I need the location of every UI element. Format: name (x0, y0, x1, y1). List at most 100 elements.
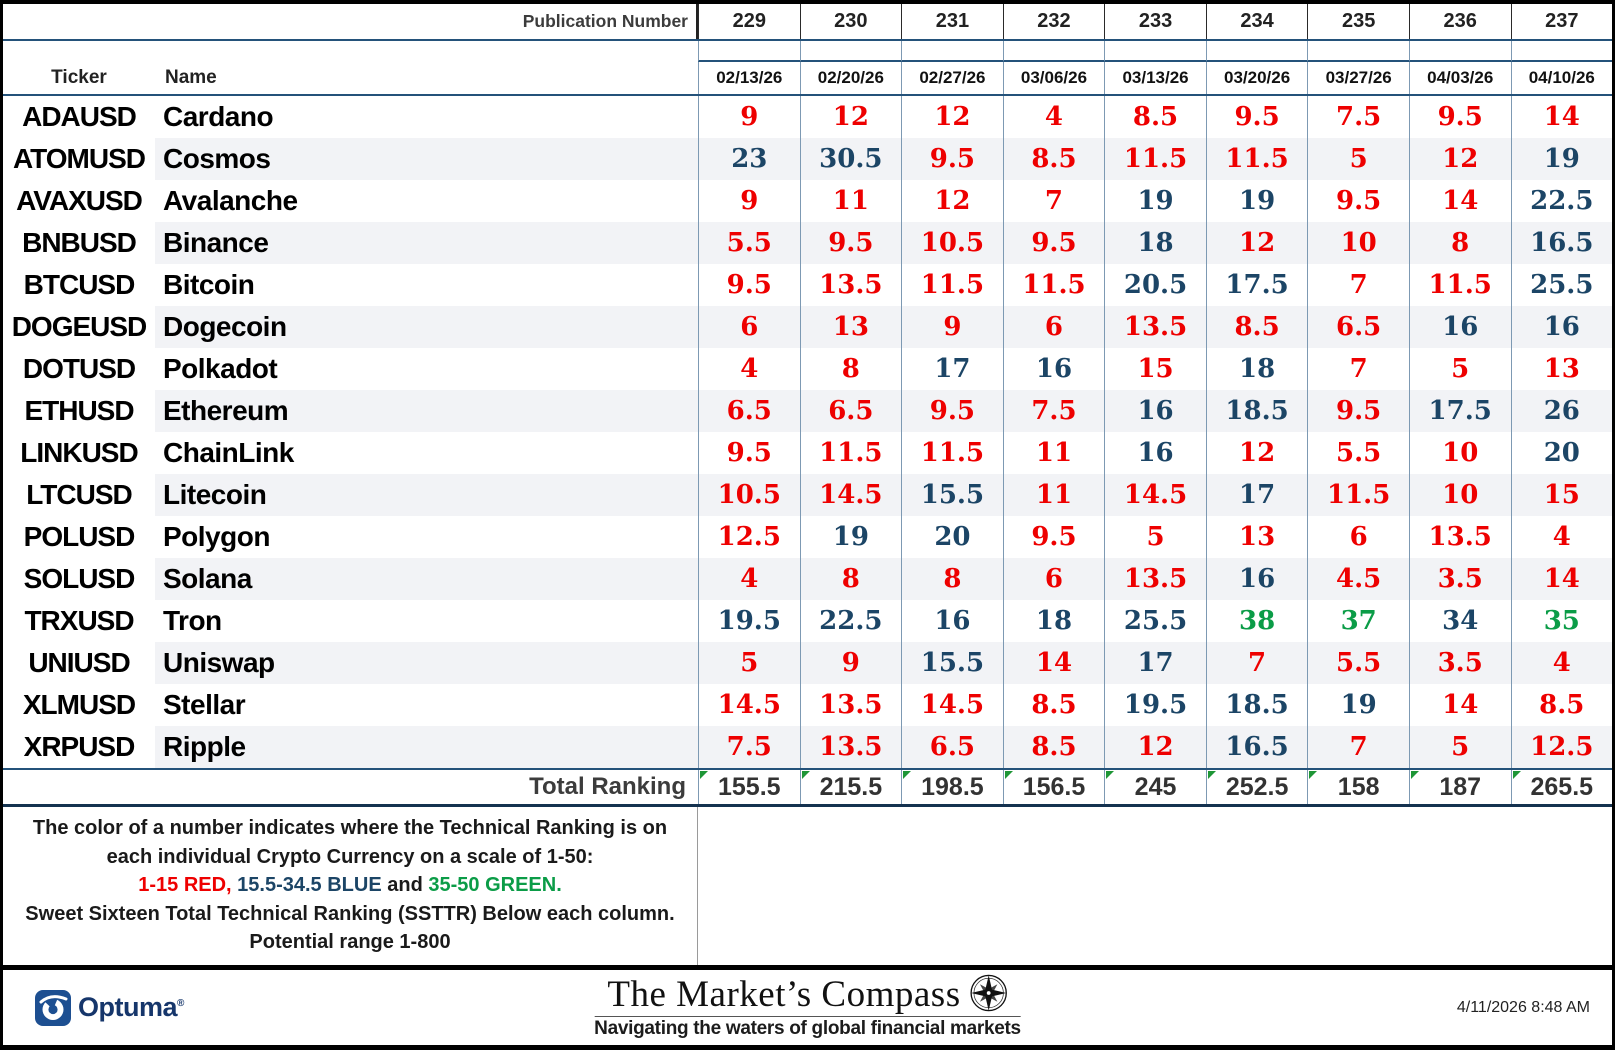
ranking-cell: 13.5 (1104, 558, 1206, 600)
publication-number-cell: 234 (1205, 4, 1308, 39)
ranking-cell: 13.5 (1408, 516, 1511, 558)
market-compass-brand: The Market’s Compass Navigating the wate… (594, 973, 1021, 1040)
ranking-cell: 11 (1002, 432, 1105, 474)
ticker-column-header: Ticker (51, 67, 107, 88)
ranking-cell: 16 (1104, 390, 1206, 432)
publication-number-cell: 235 (1307, 4, 1409, 39)
ranking-cell: 25.5 (1510, 264, 1613, 306)
date-header-row: Ticker Name 02/13/26 02/20/26 02/27/26 03/0… (3, 62, 1612, 96)
date-cell: 04/03/26 (1408, 62, 1511, 94)
legend-box: The color of a number indicates where th… (3, 807, 698, 965)
ranking-cell: 5 (698, 642, 800, 684)
total-ranking-cell: 215.5 (799, 770, 902, 804)
name-cell: Cosmos (155, 138, 698, 180)
ranking-cell: 16 (1205, 558, 1308, 600)
spacer-cell (799, 41, 902, 62)
ranking-cell: 5 (1408, 726, 1511, 768)
legend-line-1: The color of a number indicates where th… (32, 817, 668, 839)
name-cell: Polygon (163, 521, 270, 552)
total-ranking-cell: 187 (1408, 770, 1511, 804)
spacer-cell (1205, 41, 1308, 62)
ranking-cell: 8.5 (1510, 684, 1613, 726)
ranking-cell: 8 (1408, 222, 1511, 264)
ranking-cell: 4 (698, 348, 800, 390)
ranking-cell: 14 (1408, 180, 1511, 222)
ranking-cell: 9.5 (698, 432, 800, 474)
total-ranking-cell: 158 (1307, 770, 1409, 804)
ranking-cell: 19.5 (1104, 684, 1206, 726)
ranking-cell: 30.5 (799, 138, 902, 180)
ranking-cell: 10.5 (698, 474, 800, 516)
ranking-cell: 17 (901, 348, 1003, 390)
spacer-row (3, 41, 1613, 62)
ranking-cell: 8.5 (1002, 138, 1105, 180)
ranking-cell: 17 (1104, 642, 1206, 684)
ticker-cell: UNIUSD (28, 647, 130, 678)
ranking-cell: 10 (1307, 222, 1409, 264)
table-row: ADAUSD Cardano 9 12 12 4 8.5 9.5 7.5 9.5 14 (3, 96, 1612, 138)
ranking-cell: 5 (1104, 516, 1206, 558)
ranking-cell: 12 (799, 96, 902, 138)
publication-number-row: Publication Number 229 230 231 232 233 234 235… (3, 4, 1612, 41)
table-row: POLUSD Polygon 12.5 19 20 9.5 5 13 6 13.5 4 (3, 516, 1612, 558)
date-cell: 02/20/26 (799, 62, 902, 94)
legend-strip: The color of a number indicates where th… (3, 807, 1612, 965)
ranking-cell: 15.5 (901, 642, 1003, 684)
ticker-cell: LTCUSD (26, 479, 132, 510)
ranking-cell: 7 (1307, 264, 1409, 306)
ranking-cell: 3.5 (1408, 558, 1511, 600)
ranking-cell: 9.5 (1408, 96, 1511, 138)
ranking-cell: 10 (1408, 432, 1511, 474)
name-cell: Litecoin (155, 474, 698, 516)
ranking-cell: 6.5 (698, 390, 800, 432)
ranking-cell: 16.5 (1510, 222, 1613, 264)
ranking-cell: 16 (1408, 306, 1511, 348)
ranking-cell: 22.5 (1510, 180, 1613, 222)
spacer-cell (3, 41, 698, 62)
publication-number-cell: 233 (1104, 4, 1206, 39)
ranking-cell: 13 (1510, 348, 1613, 390)
ranking-cell: 7 (1307, 348, 1409, 390)
ticker-cell: SOLUSD (23, 563, 136, 594)
ranking-cell: 8 (799, 348, 902, 390)
ranking-cell: 12 (901, 96, 1003, 138)
table-row: TRXUSD Tron 19.5 22.5 16 18 25.5 38 37 34 35 (3, 600, 1612, 642)
ranking-cell: 16 (1510, 306, 1613, 348)
optuma-logo: Optuma® (35, 989, 184, 1026)
ranking-cell: 19 (799, 516, 902, 558)
ranking-cell: 9 (698, 180, 800, 222)
name-cell: Polkadot (163, 353, 278, 384)
ticker-cell: LINKUSD (20, 437, 138, 468)
ranking-cell: 9.5 (1205, 96, 1308, 138)
ticker-cell: BNBUSD (22, 227, 137, 258)
ranking-cell: 11.5 (901, 264, 1003, 306)
ranking-cell: 5.5 (1307, 642, 1409, 684)
ranking-cell: 11 (799, 180, 902, 222)
ranking-cell: 11.5 (1002, 264, 1105, 306)
total-ranking-cell: 265.5 (1510, 770, 1613, 804)
ranking-cell: 18.5 (1205, 684, 1308, 726)
name-cell: Uniswap (155, 642, 698, 684)
ranking-cell: 26 (1510, 390, 1613, 432)
ranking-cell: 14 (1510, 558, 1613, 600)
ranking-cell: 9.5 (1002, 222, 1105, 264)
ranking-cell: 14.5 (901, 684, 1003, 726)
ranking-cell: 23 (698, 138, 800, 180)
ranking-cell: 8.5 (1104, 96, 1206, 138)
ranking-cell: 11.5 (1408, 264, 1511, 306)
optuma-icon (35, 989, 71, 1026)
ticker-cell: ATOMUSD (13, 143, 146, 174)
ranking-cell: 15.5 (901, 474, 1003, 516)
publication-number-cell: 236 (1408, 4, 1511, 39)
ranking-cell: 9 (901, 306, 1003, 348)
ranking-cell: 7.5 (1002, 390, 1105, 432)
publication-number-label: Publication Number (3, 4, 698, 39)
ranking-cell: 12 (1205, 222, 1308, 264)
ranking-cell: 4 (698, 558, 800, 600)
ranking-cell: 8 (799, 558, 902, 600)
ranking-cell: 9.5 (1307, 390, 1409, 432)
legend-color-scale: 1-15 RED, 15.5-34.5 BLUE and 35-50 GREEN… (3, 871, 697, 900)
ranking-cell: 13 (799, 306, 902, 348)
ranking-cell: 20 (1510, 432, 1613, 474)
ranking-cell: 8 (901, 558, 1003, 600)
